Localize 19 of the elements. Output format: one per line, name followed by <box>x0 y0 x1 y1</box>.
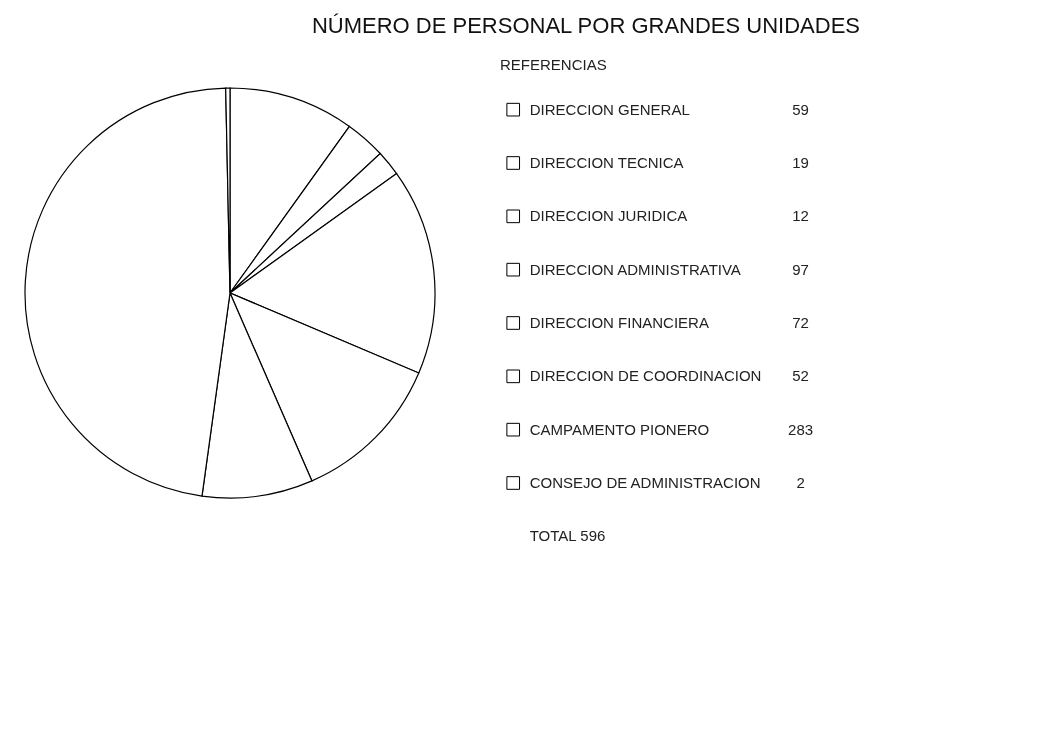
legend-label: DIRECCION FINANCIERA <box>529 314 709 331</box>
data-label: 12 <box>792 207 809 225</box>
legend-label: DIRECCION TECNICA <box>529 154 684 171</box>
data-label: 2 <box>796 474 805 491</box>
legend-label: CONSEJO DE ADMINISTRACION <box>529 474 761 491</box>
data-label: 59 <box>792 100 809 118</box>
legend-label: CAMPAMENTO PIONERO <box>529 420 710 438</box>
data-label: 283 <box>788 420 814 438</box>
legend-label: DIRECCION JURIDICA <box>529 207 688 225</box>
data-label: 97 <box>792 260 809 278</box>
data-label: 52 <box>792 367 809 385</box>
text: TOTAL 596 <box>529 527 606 545</box>
data-label: 72 <box>792 314 809 331</box>
legend-label: DIRECCION ADMINISTRATIVA <box>529 260 741 278</box>
data-label: 19 <box>792 154 809 171</box>
chart-title: NÚMERO DE PERSONAL POR GRANDES UNIDADES <box>311 13 860 38</box>
legend-label: DIRECCION GENERAL <box>529 100 690 118</box>
legend-title: REFERENCIAS <box>500 56 607 73</box>
legend-label: DIRECCION DE COORDINACION <box>529 367 762 385</box>
